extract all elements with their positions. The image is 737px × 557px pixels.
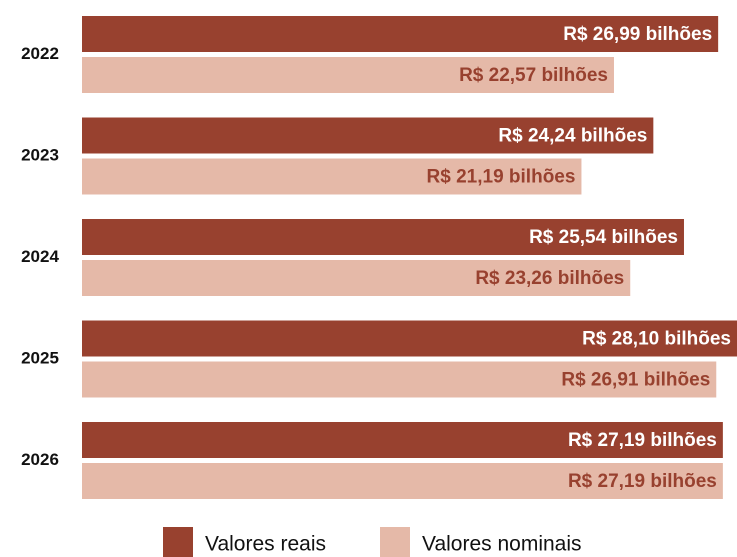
bar	[82, 117, 654, 154]
legend-swatch	[163, 527, 193, 557]
legend-label: Valores reais	[205, 533, 326, 556]
y-tick-label: 2025	[21, 348, 59, 367]
bar	[82, 219, 684, 255]
y-tick-label: 2024	[21, 247, 59, 266]
data-label: R$ 28,10 bilhões	[582, 329, 731, 350]
bar	[82, 422, 723, 458]
legend-swatch	[380, 527, 410, 557]
y-tick-label: 2026	[21, 450, 59, 469]
data-label: R$ 26,99 bilhões	[563, 24, 712, 45]
data-label: R$ 27,19 bilhões	[568, 471, 717, 492]
bar	[82, 260, 631, 296]
y-tick-label: 2022	[21, 44, 59, 63]
bar	[82, 320, 737, 357]
data-label: R$ 26,91 bilhões	[561, 370, 710, 391]
data-label: R$ 25,54 bilhões	[529, 227, 678, 248]
bar	[82, 463, 723, 499]
bar	[82, 361, 717, 398]
bar	[82, 158, 582, 195]
data-label: R$ 21,19 bilhões	[427, 167, 576, 188]
data-label: R$ 22,57 bilhões	[459, 65, 608, 86]
bar	[82, 57, 614, 93]
data-label: R$ 24,24 bilhões	[498, 126, 647, 147]
data-label: R$ 23,26 bilhões	[475, 268, 624, 289]
y-tick-label: 2023	[21, 145, 59, 164]
legend-label: Valores nominais	[422, 533, 582, 556]
bar	[82, 16, 719, 52]
data-label: R$ 27,19 bilhões	[568, 430, 717, 451]
